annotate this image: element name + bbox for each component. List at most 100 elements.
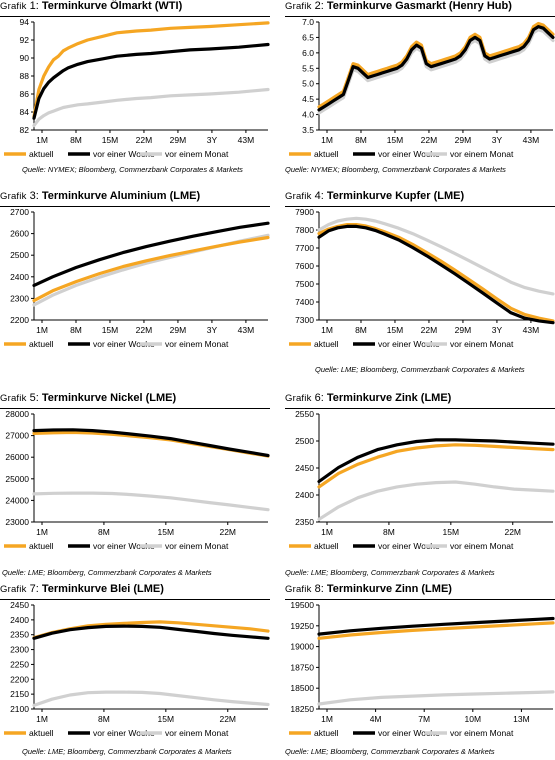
y-tick-label: 2200 (10, 674, 29, 684)
chart-title-text: Terminkurve Blei (LME) (41, 583, 164, 595)
series-line-monat (317, 690, 555, 706)
series-line-monat (317, 216, 555, 296)
legend-label-aktuell: aktuell (29, 339, 54, 349)
x-tick-label: 22M (421, 135, 438, 145)
y-tick-label: 2300 (10, 293, 29, 303)
grafik-label: Grafik (285, 191, 312, 202)
x-tick-label: 15M (387, 325, 404, 335)
y-tick-label: 2350 (10, 630, 29, 640)
grafik-number: 5: (29, 392, 39, 404)
grafik-number: 6: (314, 392, 324, 404)
title-rule (0, 408, 270, 409)
x-tick-label: 15M (443, 527, 460, 537)
legend-label-woche: vor einer Woche (93, 339, 155, 349)
y-tick-label: 2400 (10, 615, 29, 625)
legend-label-monat: vor einem Monat (165, 541, 229, 551)
y-tick-label: 5.5 (302, 63, 314, 73)
legend-label-woche: vor einer Woche (378, 728, 440, 738)
series-line-aktuell (32, 235, 270, 303)
x-tick-label: 8M (355, 325, 367, 335)
y-tick-label: 90 (20, 53, 30, 63)
legend-label-monat: vor einem Monat (450, 339, 514, 349)
x-tick-label: 1M (36, 714, 48, 724)
x-tick-label: 22M (136, 325, 153, 335)
legend-label-monat: vor einem Monat (450, 149, 514, 159)
x-tick-label: 4M (370, 714, 382, 724)
x-tick-label: 8M (98, 527, 110, 537)
grafik-label: Grafik (0, 191, 27, 202)
x-tick-label: 22M (219, 527, 236, 537)
x-tick-label: 15M (158, 714, 175, 724)
y-tick-label: 2450 (10, 600, 29, 610)
grafik-number: 8: (314, 583, 324, 595)
x-tick-label: 8M (383, 527, 395, 537)
chart-title: Grafik 2: Terminkurve Gasmarkt (Henry Hu… (285, 0, 512, 16)
y-tick-label: 28000 (5, 409, 29, 419)
x-tick-label: 43M (523, 135, 540, 145)
y-tick-label: 6.0 (302, 48, 314, 58)
grafik-label: Grafik (0, 393, 27, 404)
y-tick-label: 88 (20, 71, 30, 81)
series-line-aktuell (32, 21, 270, 119)
source-note: Quelle: NYMEX; Bloomberg, Commerzbank Co… (285, 165, 506, 174)
x-tick-label: 29M (455, 325, 472, 335)
y-tick-label: 84 (20, 107, 30, 117)
line-chart-nickel: 23000 24000 25000 26000 27000 28000 1M 8M 15M 22M… (4, 409, 270, 551)
x-tick-label: 1M (321, 135, 333, 145)
x-tick-label: 15M (158, 527, 175, 537)
x-tick-label: 13M (513, 714, 530, 724)
legend-label-monat: vor einem Monat (450, 728, 514, 738)
y-tick-label: 23000 (5, 517, 29, 527)
chart-title: Grafik 1: Terminkurve Ölmarkt (WTI) (0, 0, 182, 16)
y-tick-label: 2700 (10, 207, 29, 217)
y-tick-label: 25000 (5, 474, 29, 484)
y-tick-label: 18500 (290, 683, 314, 693)
series-line-woche (317, 25, 555, 112)
x-tick-label: 1M (36, 135, 48, 145)
x-tick-label: 8M (355, 135, 367, 145)
series-line-woche (317, 438, 555, 484)
title-rule (285, 408, 555, 409)
y-tick-label: 2400 (295, 490, 314, 500)
series-line-monat (317, 28, 555, 115)
x-tick-label: 7M (418, 714, 430, 724)
source-note: Quelle: LME; Bloomberg, Commerzbank Corp… (22, 747, 232, 756)
y-tick-label: 7400 (295, 297, 314, 307)
legend-label-woche: vor einer Woche (93, 728, 155, 738)
legend-label-woche: vor einer Woche (378, 149, 440, 159)
x-tick-label: 43M (238, 325, 255, 335)
grafik-label: Grafik (285, 393, 312, 404)
x-tick-label: 29M (170, 135, 187, 145)
x-tick-label: 22M (504, 527, 521, 537)
title-rule (0, 16, 270, 17)
chart-title-text: Terminkurve Ölmarkt (WTI) (41, 0, 183, 12)
y-tick-label: 2400 (10, 272, 29, 282)
legend-label-woche: vor einer Woche (378, 541, 440, 551)
y-tick-label: 82 (20, 125, 30, 135)
grafik-label: Grafik (285, 1, 312, 12)
x-tick-label: 1M (321, 325, 333, 335)
source-note: Quelle: LME; Bloomberg, Commerzbank Corp… (2, 568, 212, 577)
y-tick-label: 27000 (5, 431, 29, 441)
x-tick-label: 22M (421, 325, 438, 335)
y-tick-label: 2250 (10, 659, 29, 669)
y-tick-label: 94 (20, 17, 30, 27)
legend-label-aktuell: aktuell (314, 149, 339, 159)
series-line-woche (317, 224, 555, 325)
legend-label-monat: vor einem Monat (165, 149, 229, 159)
y-tick-label: 6.5 (302, 32, 314, 42)
y-tick-label: 24000 (5, 495, 29, 505)
x-tick-label: 1M (36, 527, 48, 537)
grafik-number: 4: (314, 190, 324, 202)
x-tick-label: 3Y (207, 325, 218, 335)
series-line-woche (32, 428, 270, 458)
line-chart-tin: 18250 18500 18750 19000 19250 19500 1M 4M 7M 10M 1… (289, 600, 555, 738)
legend-label-woche: vor einer Woche (93, 541, 155, 551)
legend-label-woche: vor einer Woche (93, 149, 155, 159)
grafik-label: Grafik (0, 1, 27, 12)
chart-title: Grafik 3: Terminkurve Aluminium (LME) (0, 190, 200, 206)
x-tick-label: 3Y (492, 325, 503, 335)
x-tick-label: 29M (170, 325, 187, 335)
chart-title-text: Terminkurve Aluminium (LME) (41, 190, 201, 202)
chart-title-text: Terminkurve Kupfer (LME) (326, 190, 465, 202)
